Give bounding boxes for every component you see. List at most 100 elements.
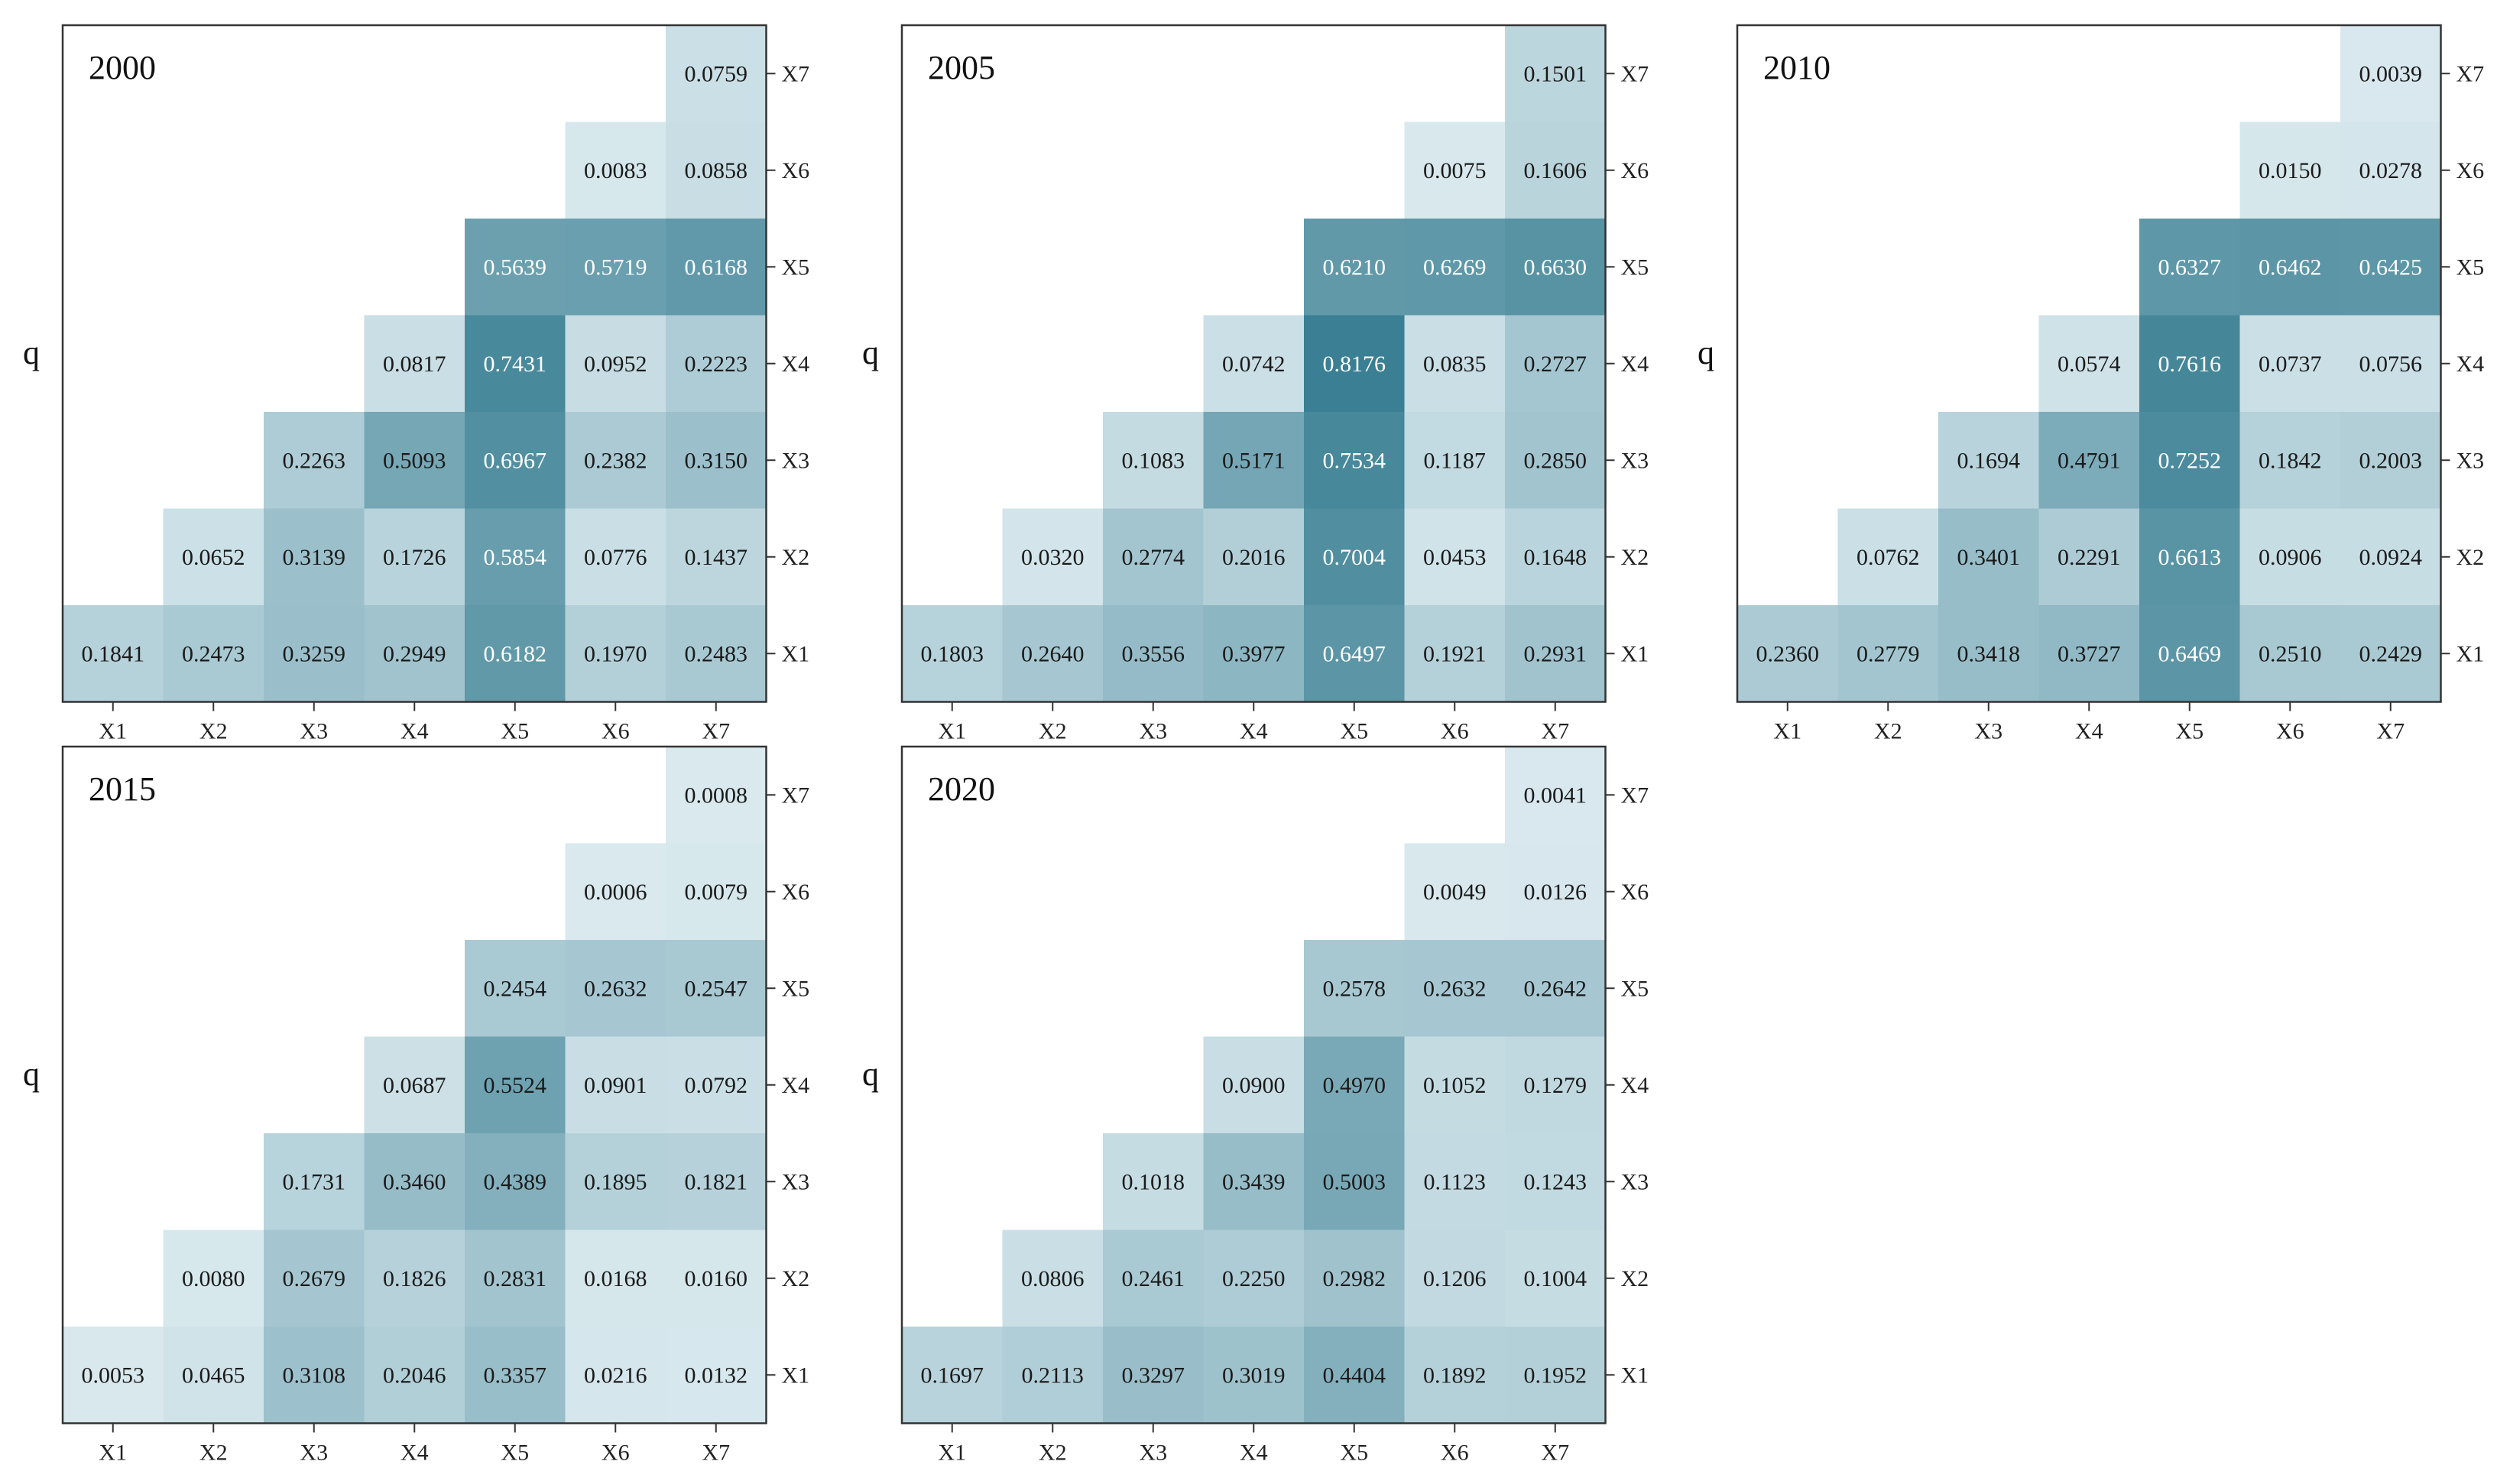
cell-value-label: 0.6497	[1323, 641, 1386, 666]
cell-value-label: 0.0216	[584, 1362, 647, 1388]
cell-value-label: 0.1952	[1524, 1362, 1587, 1388]
y-tick-label: X5	[782, 976, 810, 1001]
heatmap-cell-X1-X3	[1938, 605, 2039, 702]
heatmap-cell-X3-X4	[364, 412, 465, 509]
heatmap-cell-X6-X6	[1404, 843, 1506, 941]
heatmap-cell-X2-X3	[1938, 508, 2039, 606]
cell-value-label: 0.0806	[1021, 1266, 1085, 1291]
cell-value-label: 0.2016	[1222, 545, 1286, 570]
cell-value-label: 0.1243	[1524, 1169, 1587, 1194]
y-axis-label: q	[1698, 334, 1714, 371]
cell-value-label: 0.0278	[2359, 158, 2423, 183]
cell-value-label: 0.0049	[1423, 880, 1487, 905]
cell-value-label: 0.2360	[1756, 641, 1820, 666]
cell-value-label: 0.2454	[484, 976, 547, 1001]
heatmap-cell-X4-X7	[1505, 1036, 1606, 1134]
y-tick-label: X6	[2456, 158, 2485, 183]
x-tick-label: X2	[199, 719, 228, 744]
heatmap-cell-X6-X7	[1505, 843, 1606, 941]
heatmap-cell-X2-X5	[1304, 1230, 1405, 1327]
cell-value-label: 0.6967	[484, 448, 547, 473]
heatmap-cell-X3-X5	[1304, 1133, 1405, 1230]
heatmap-cell-X1-X2	[1002, 605, 1104, 702]
y-tick-label: X1	[2456, 641, 2485, 666]
cell-value-label: 0.0687	[383, 1073, 446, 1098]
y-axis-label: q	[23, 334, 40, 371]
heatmap-cell-X6-X7	[666, 843, 767, 941]
heatmap-cell-X1-X1	[63, 605, 164, 702]
x-tick-label: X4	[400, 719, 429, 744]
heatmap-cell-X1-X3	[264, 1327, 365, 1424]
cell-value-label: 0.0083	[584, 158, 647, 183]
cell-value-label: 0.2429	[2359, 641, 2423, 666]
x-tick-label: X1	[938, 719, 966, 744]
y-tick-label: X4	[1621, 352, 1649, 377]
heatmap-cell-X1-X7	[666, 1327, 767, 1424]
cell-value-label: 0.0776	[584, 545, 647, 570]
heatmap-cell-X1-X3	[1103, 605, 1204, 702]
cell-value-label: 0.3259	[283, 641, 346, 666]
y-tick-label: X5	[782, 254, 810, 280]
cell-value-label: 0.1803	[921, 641, 984, 666]
cell-value-label: 0.7431	[484, 352, 547, 377]
heatmap-panel-2015: 0.0008 0.0006 0.0079 0.2454 0.2632 0.2547 0.06…	[23, 745, 810, 1466]
cell-value-label: 0.1841	[82, 641, 145, 666]
heatmap-cell-X5-X7	[666, 940, 767, 1037]
heatmap-cell-X4-X4	[1203, 1036, 1305, 1134]
cell-value-label: 0.0465	[182, 1362, 245, 1388]
heatmap-cell-X1-X6	[565, 1327, 666, 1424]
heatmap-cell-X1-X5	[1304, 1327, 1405, 1424]
x-tick-label: X5	[2175, 719, 2204, 744]
cell-value-label: 0.6269	[1423, 254, 1487, 280]
x-tick-label: X5	[501, 719, 529, 744]
cell-value-label: 0.1018	[1122, 1169, 1185, 1194]
heatmap-panel-2010: 0.0039 0.0150 0.0278 0.6327 0.6462 0.6425 0.05…	[1698, 24, 2485, 744]
x-tick-label: X1	[1773, 719, 1801, 744]
cell-value-label: 0.0132	[685, 1362, 748, 1388]
heatmap-cell-X1-X4	[2038, 605, 2140, 702]
y-tick-label: X2	[1621, 1266, 1649, 1291]
heatmap-cell-X3-X5	[1304, 412, 1405, 509]
heatmap-cell-X3-X7	[2340, 412, 2441, 509]
cell-value-label: 0.3977	[1222, 641, 1286, 666]
heatmap-cell-X7-X7	[666, 25, 767, 122]
cell-value-label: 0.0835	[1423, 352, 1487, 377]
heatmap-cell-X2-X2	[1002, 1230, 1104, 1327]
cell-value-label: 0.2003	[2359, 448, 2423, 473]
heatmap-cell-X4-X4	[1203, 315, 1305, 413]
x-tick-label: X7	[1541, 1440, 1569, 1466]
heatmap-cell-X4-X5	[2139, 315, 2240, 413]
y-axis-label: q	[23, 1055, 40, 1093]
x-tick-label: X1	[99, 1440, 127, 1466]
cell-value-label: 0.1606	[1524, 158, 1587, 183]
cell-value-label: 0.0006	[584, 880, 647, 905]
heatmap-cell-X4-X6	[565, 1036, 666, 1134]
y-tick-label: X1	[1621, 641, 1649, 666]
x-tick-label: X7	[702, 1440, 730, 1466]
cell-value-label: 0.6327	[2158, 254, 2222, 280]
heatmap-cell-X6-X6	[2239, 122, 2341, 219]
cell-value-label: 0.1187	[1424, 448, 1486, 473]
cell-value-label: 0.2483	[685, 641, 748, 666]
cell-value-label: 0.6182	[484, 641, 547, 666]
y-tick-label: X5	[1621, 976, 1649, 1001]
heatmap-cell-X1-X1	[63, 1327, 164, 1424]
cell-value-label: 0.4389	[484, 1169, 547, 1194]
x-tick-label: X2	[1039, 719, 1067, 744]
cell-value-label: 0.2679	[283, 1266, 346, 1291]
y-tick-label: X3	[782, 1169, 810, 1194]
heatmap-cell-X3-X4	[2038, 412, 2140, 509]
cell-value-label: 0.2850	[1524, 448, 1587, 473]
cell-value-label: 0.8176	[1323, 352, 1386, 377]
heatmap-cell-X1-X3	[264, 605, 365, 702]
heatmap-cell-X2-X2	[163, 1230, 264, 1327]
x-tick-label: X6	[602, 719, 630, 744]
cell-value-label: 0.3556	[1122, 641, 1185, 666]
cell-value-label: 0.6469	[2158, 641, 2222, 666]
cell-value-label: 0.6210	[1323, 254, 1386, 280]
heatmap-cell-X5-X7	[1505, 219, 1606, 316]
cell-value-label: 0.1279	[1524, 1073, 1587, 1098]
heatmap-cell-X5-X5	[465, 219, 566, 316]
heatmap-cell-X2-X7	[2340, 508, 2441, 606]
cell-value-label: 0.0168	[584, 1266, 647, 1291]
